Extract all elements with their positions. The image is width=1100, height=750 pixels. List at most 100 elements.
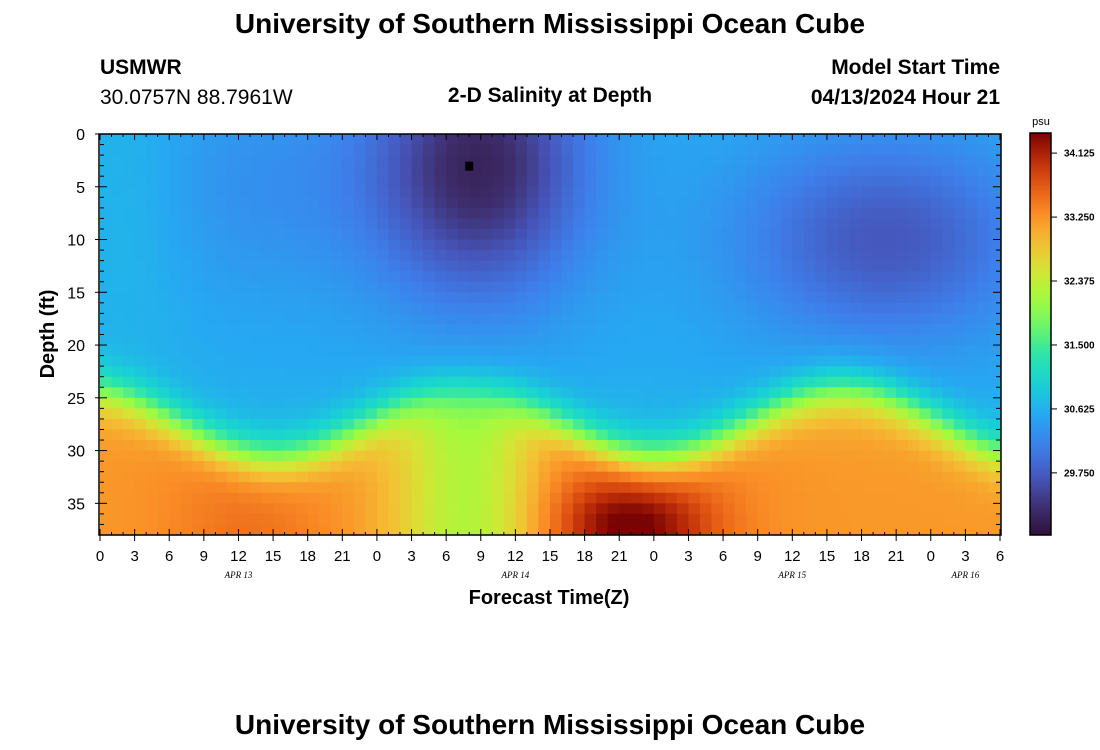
heatmap-cell — [203, 323, 216, 336]
heatmap-cell — [803, 461, 816, 473]
heatmap-cell — [238, 281, 251, 293]
heatmap-cell — [676, 165, 690, 177]
heatmap-cell — [688, 482, 701, 494]
heatmap-cell — [573, 302, 586, 314]
heatmap-cell — [550, 418, 563, 431]
heatmap-cell — [169, 260, 182, 272]
heatmap-cell — [596, 471, 609, 483]
heatmap-cell — [573, 134, 586, 146]
heatmap-cell — [642, 461, 655, 473]
heatmap-cell — [296, 260, 309, 272]
heatmap-cell — [146, 513, 159, 526]
heatmap-cell — [192, 250, 205, 262]
heatmap-cell — [653, 228, 666, 241]
heatmap-cell — [642, 450, 655, 462]
colorbar-tick-label: 30.625 — [1064, 404, 1095, 415]
y-tick-label: 25 — [67, 391, 85, 408]
heatmap-cell — [515, 165, 528, 177]
heatmap-cell — [769, 155, 782, 167]
heatmap-cell — [226, 503, 240, 515]
heatmap-cell — [919, 281, 932, 293]
heatmap-cell — [400, 408, 413, 420]
heatmap-cell — [261, 513, 274, 526]
heatmap-cell — [665, 165, 678, 177]
heatmap-cell — [469, 292, 482, 304]
heatmap-cell — [330, 313, 343, 325]
heatmap-cell — [561, 186, 574, 198]
heatmap-cell — [192, 503, 205, 515]
heatmap-cell — [665, 355, 678, 367]
x-tick-label: 6 — [442, 548, 450, 565]
heatmap-cell — [942, 482, 955, 494]
heatmap-cell — [388, 239, 401, 251]
heatmap-cell — [884, 376, 897, 388]
heatmap-cell — [573, 260, 586, 272]
heatmap-cell — [653, 165, 666, 177]
heatmap-cell — [896, 239, 909, 251]
x-tick-label: 9 — [477, 548, 485, 565]
heatmap-cell — [965, 408, 978, 420]
heatmap-cell — [400, 165, 413, 177]
heatmap-cell — [123, 334, 136, 346]
heatmap-cell — [676, 302, 690, 314]
heatmap-cell — [965, 271, 978, 283]
heatmap-cell — [826, 355, 840, 367]
heatmap-cell — [700, 366, 713, 378]
heatmap-cell — [192, 302, 205, 314]
heatmap-cell — [642, 345, 655, 357]
heatmap-cell — [526, 260, 540, 272]
heatmap-cell — [769, 461, 782, 473]
heatmap-cell — [826, 186, 840, 198]
heatmap-cell — [550, 524, 563, 536]
heatmap-cell — [930, 271, 943, 283]
heatmap-cell — [757, 197, 770, 209]
heatmap-cell — [284, 323, 297, 336]
heatmap-cell — [723, 471, 736, 483]
heatmap-cell — [550, 387, 563, 399]
heatmap-cell — [700, 524, 713, 536]
heatmap-cell — [411, 207, 424, 220]
heatmap-cell — [469, 207, 482, 220]
heatmap-cell — [976, 345, 990, 357]
heatmap-cell — [976, 250, 990, 262]
heatmap-cell — [146, 239, 159, 251]
heatmap-cell — [607, 176, 620, 188]
heatmap-cell — [215, 134, 228, 146]
heatmap-cell — [238, 155, 251, 167]
heatmap-cell — [180, 450, 193, 462]
heatmap-cell — [561, 524, 574, 536]
heatmap-cell — [273, 418, 286, 431]
heatmap-cell — [226, 345, 240, 357]
heatmap-cell — [123, 134, 136, 146]
heatmap-cell — [723, 197, 736, 209]
heatmap-cell — [457, 155, 470, 167]
heatmap-cell — [757, 482, 770, 494]
heatmap-cell — [723, 260, 736, 272]
heatmap-cell — [619, 376, 632, 388]
heatmap-cell — [653, 345, 666, 357]
heatmap-cell — [642, 176, 655, 188]
heatmap-cell — [630, 144, 643, 156]
heatmap-cell — [134, 355, 147, 367]
heatmap-cell — [353, 134, 366, 146]
heatmap-cell — [630, 366, 643, 378]
heatmap-cell — [780, 176, 793, 188]
heatmap-cell — [561, 355, 574, 367]
heatmap-cell — [803, 207, 816, 220]
heatmap-cell — [988, 281, 1001, 293]
heatmap-cell — [157, 197, 170, 209]
heatmap-cell — [146, 461, 159, 473]
heatmap-cell — [873, 292, 886, 304]
heatmap-cell — [584, 271, 597, 283]
heatmap-cell — [757, 492, 770, 504]
heatmap-cell — [365, 260, 378, 272]
x-tick-label: 3 — [961, 548, 969, 565]
heatmap-cell — [573, 186, 586, 198]
heatmap-cell — [423, 165, 436, 177]
heatmap-cell — [907, 345, 920, 357]
heatmap-cell — [711, 440, 724, 452]
heatmap-cell — [688, 397, 701, 409]
heatmap-cell — [665, 271, 678, 283]
heatmap-cell — [907, 482, 920, 494]
heatmap-cell — [688, 323, 701, 336]
